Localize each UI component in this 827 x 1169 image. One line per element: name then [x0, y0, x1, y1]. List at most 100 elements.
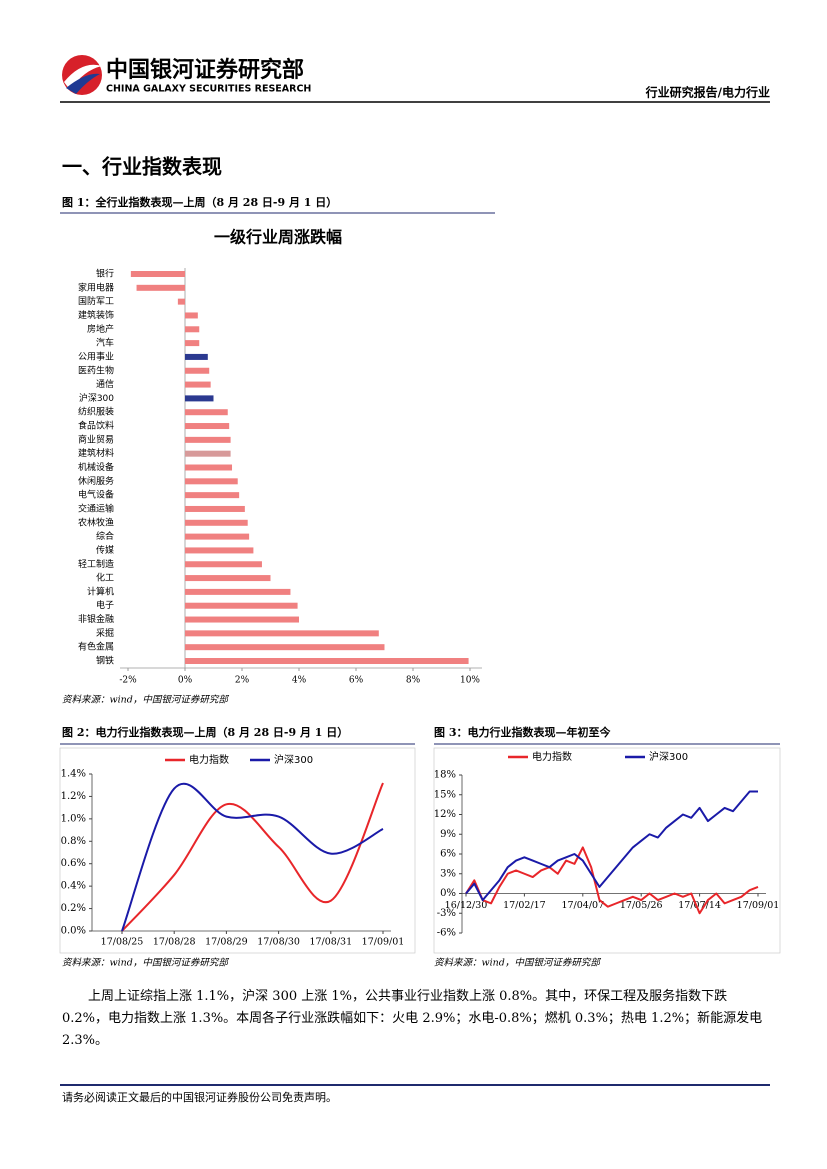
bar [185, 326, 200, 333]
y-tick-label: -3% [437, 908, 456, 919]
report-type: 行业研究报告/电力行业 [645, 85, 770, 100]
category-label: 综合 [96, 530, 114, 542]
bar [185, 395, 214, 402]
category-label: 交通运输 [78, 502, 114, 514]
category-label: 电气设备 [78, 489, 114, 501]
x-tick-label: 17/04/07 [561, 900, 604, 911]
y-tick-label: 0.8% [61, 836, 86, 847]
logo [62, 55, 102, 95]
y-tick-label: 9% [440, 829, 456, 840]
category-label: 建筑材料 [78, 447, 114, 459]
x-tick-label: 6% [349, 676, 364, 686]
bar [185, 533, 250, 540]
bar [185, 436, 231, 443]
category-label: 化工 [96, 572, 114, 584]
bar [185, 561, 262, 568]
category-label: 有色金属 [78, 641, 114, 653]
x-tick-label: -2% [119, 676, 137, 686]
category-label: 公用事业 [78, 350, 114, 362]
category-label: 银行 [96, 268, 114, 280]
x-tick-label: 17/09/01 [737, 900, 780, 911]
x-tick-label: 17/09/01 [362, 937, 405, 948]
y-tick-label: 0.0% [61, 926, 86, 937]
y-tick-label: 6% [440, 849, 456, 860]
legend-label: 沪深300 [274, 753, 313, 766]
category-label: 汽车 [96, 337, 114, 349]
category-label: 钢铁 [96, 655, 114, 667]
y-tick-label: 1.2% [61, 791, 86, 802]
x-tick-label: 17/07/14 [678, 900, 721, 911]
x-tick-label: 4% [292, 676, 307, 686]
company-name-en: CHINA GALAXY SECURITIES RESEARCH [106, 84, 311, 95]
y-tick-label: 1.4% [61, 769, 86, 780]
x-tick-label: 10% [460, 676, 480, 686]
series-line [465, 846, 759, 915]
y-tick-label: 1.0% [61, 813, 86, 824]
category-label: 非银金融 [78, 613, 114, 625]
bar [185, 464, 233, 471]
category-label: 农林牧渔 [78, 516, 114, 528]
category-label: 机械设备 [78, 461, 114, 473]
category-label: 家用电器 [78, 281, 114, 293]
x-tick-label: 17/08/25 [101, 937, 144, 948]
bar [185, 312, 198, 319]
x-tick-label: 2% [235, 676, 250, 686]
figure-source: 资料来源：wind，中国银河证券研究部 [62, 694, 229, 706]
category-label: 房地产 [87, 323, 114, 335]
x-tick-label: 17/08/28 [153, 937, 196, 948]
category-label: 沪深300 [79, 392, 114, 404]
series-line [121, 782, 384, 932]
category-label: 建筑装饰 [78, 309, 114, 321]
y-tick-label: 0.4% [61, 881, 86, 892]
bar [185, 616, 299, 623]
bar [185, 409, 228, 416]
bar [185, 353, 208, 360]
body-paragraph: 上周上证综指上涨 1.1%，沪深 300 上涨 1%，公共事业行业指数上涨 0.… [62, 989, 763, 1048]
bar [177, 298, 185, 305]
y-tick-label: 0.2% [61, 903, 86, 914]
series-line [465, 790, 758, 902]
category-label: 纺织服装 [78, 406, 114, 418]
category-label: 传媒 [96, 544, 114, 556]
y-tick-label: -6% [437, 928, 456, 939]
bar [185, 423, 230, 430]
bar [185, 478, 238, 485]
x-tick-label: 17/05/26 [620, 900, 663, 911]
bar [185, 644, 385, 651]
bar [185, 505, 245, 512]
bar [185, 340, 200, 347]
footer-text: 请务必阅读正文最后的中国银河证券股份公司免责声明。 [62, 1090, 337, 1104]
x-tick-label: 17/08/31 [309, 937, 352, 948]
bar [185, 602, 298, 609]
figure-caption: 图 2：电力行业指数表现—上周（8 月 28 日-9 月 1 日） [62, 725, 348, 739]
bar [185, 519, 248, 526]
chart-title: 一级行业周涨跌幅 [214, 228, 342, 247]
series-line [121, 782, 384, 932]
x-tick-label: 17/02/17 [503, 900, 546, 911]
category-label: 休闲服务 [78, 475, 114, 487]
y-tick-label: 3% [440, 868, 456, 879]
category-label: 国防军工 [78, 295, 114, 307]
chart-frame [59, 747, 416, 954]
bar [185, 630, 379, 637]
legend-label: 沪深300 [649, 750, 688, 763]
x-tick-label: 17/08/30 [257, 937, 300, 948]
section-title: 一、行业指数表现 [62, 155, 222, 179]
category-label: 医药生物 [78, 364, 114, 376]
figure-caption: 图 1：全行业指数表现—上周（8 月 28 日-9 月 1 日） [62, 195, 337, 209]
x-tick-label: 0% [178, 676, 193, 686]
bar [185, 367, 210, 374]
category-label: 电子 [96, 599, 114, 611]
category-label: 采掘 [96, 627, 114, 639]
y-tick-label: 0.6% [61, 858, 86, 869]
x-tick-label: 16/12/30 [445, 900, 488, 911]
category-label: 通信 [96, 378, 114, 390]
bar [130, 271, 185, 277]
bar [136, 284, 185, 291]
bar [185, 450, 231, 457]
category-label: 轻工制造 [78, 558, 114, 570]
bar [185, 381, 211, 388]
figure-source: 资料来源：wind，中国银河证券研究部 [62, 957, 229, 969]
